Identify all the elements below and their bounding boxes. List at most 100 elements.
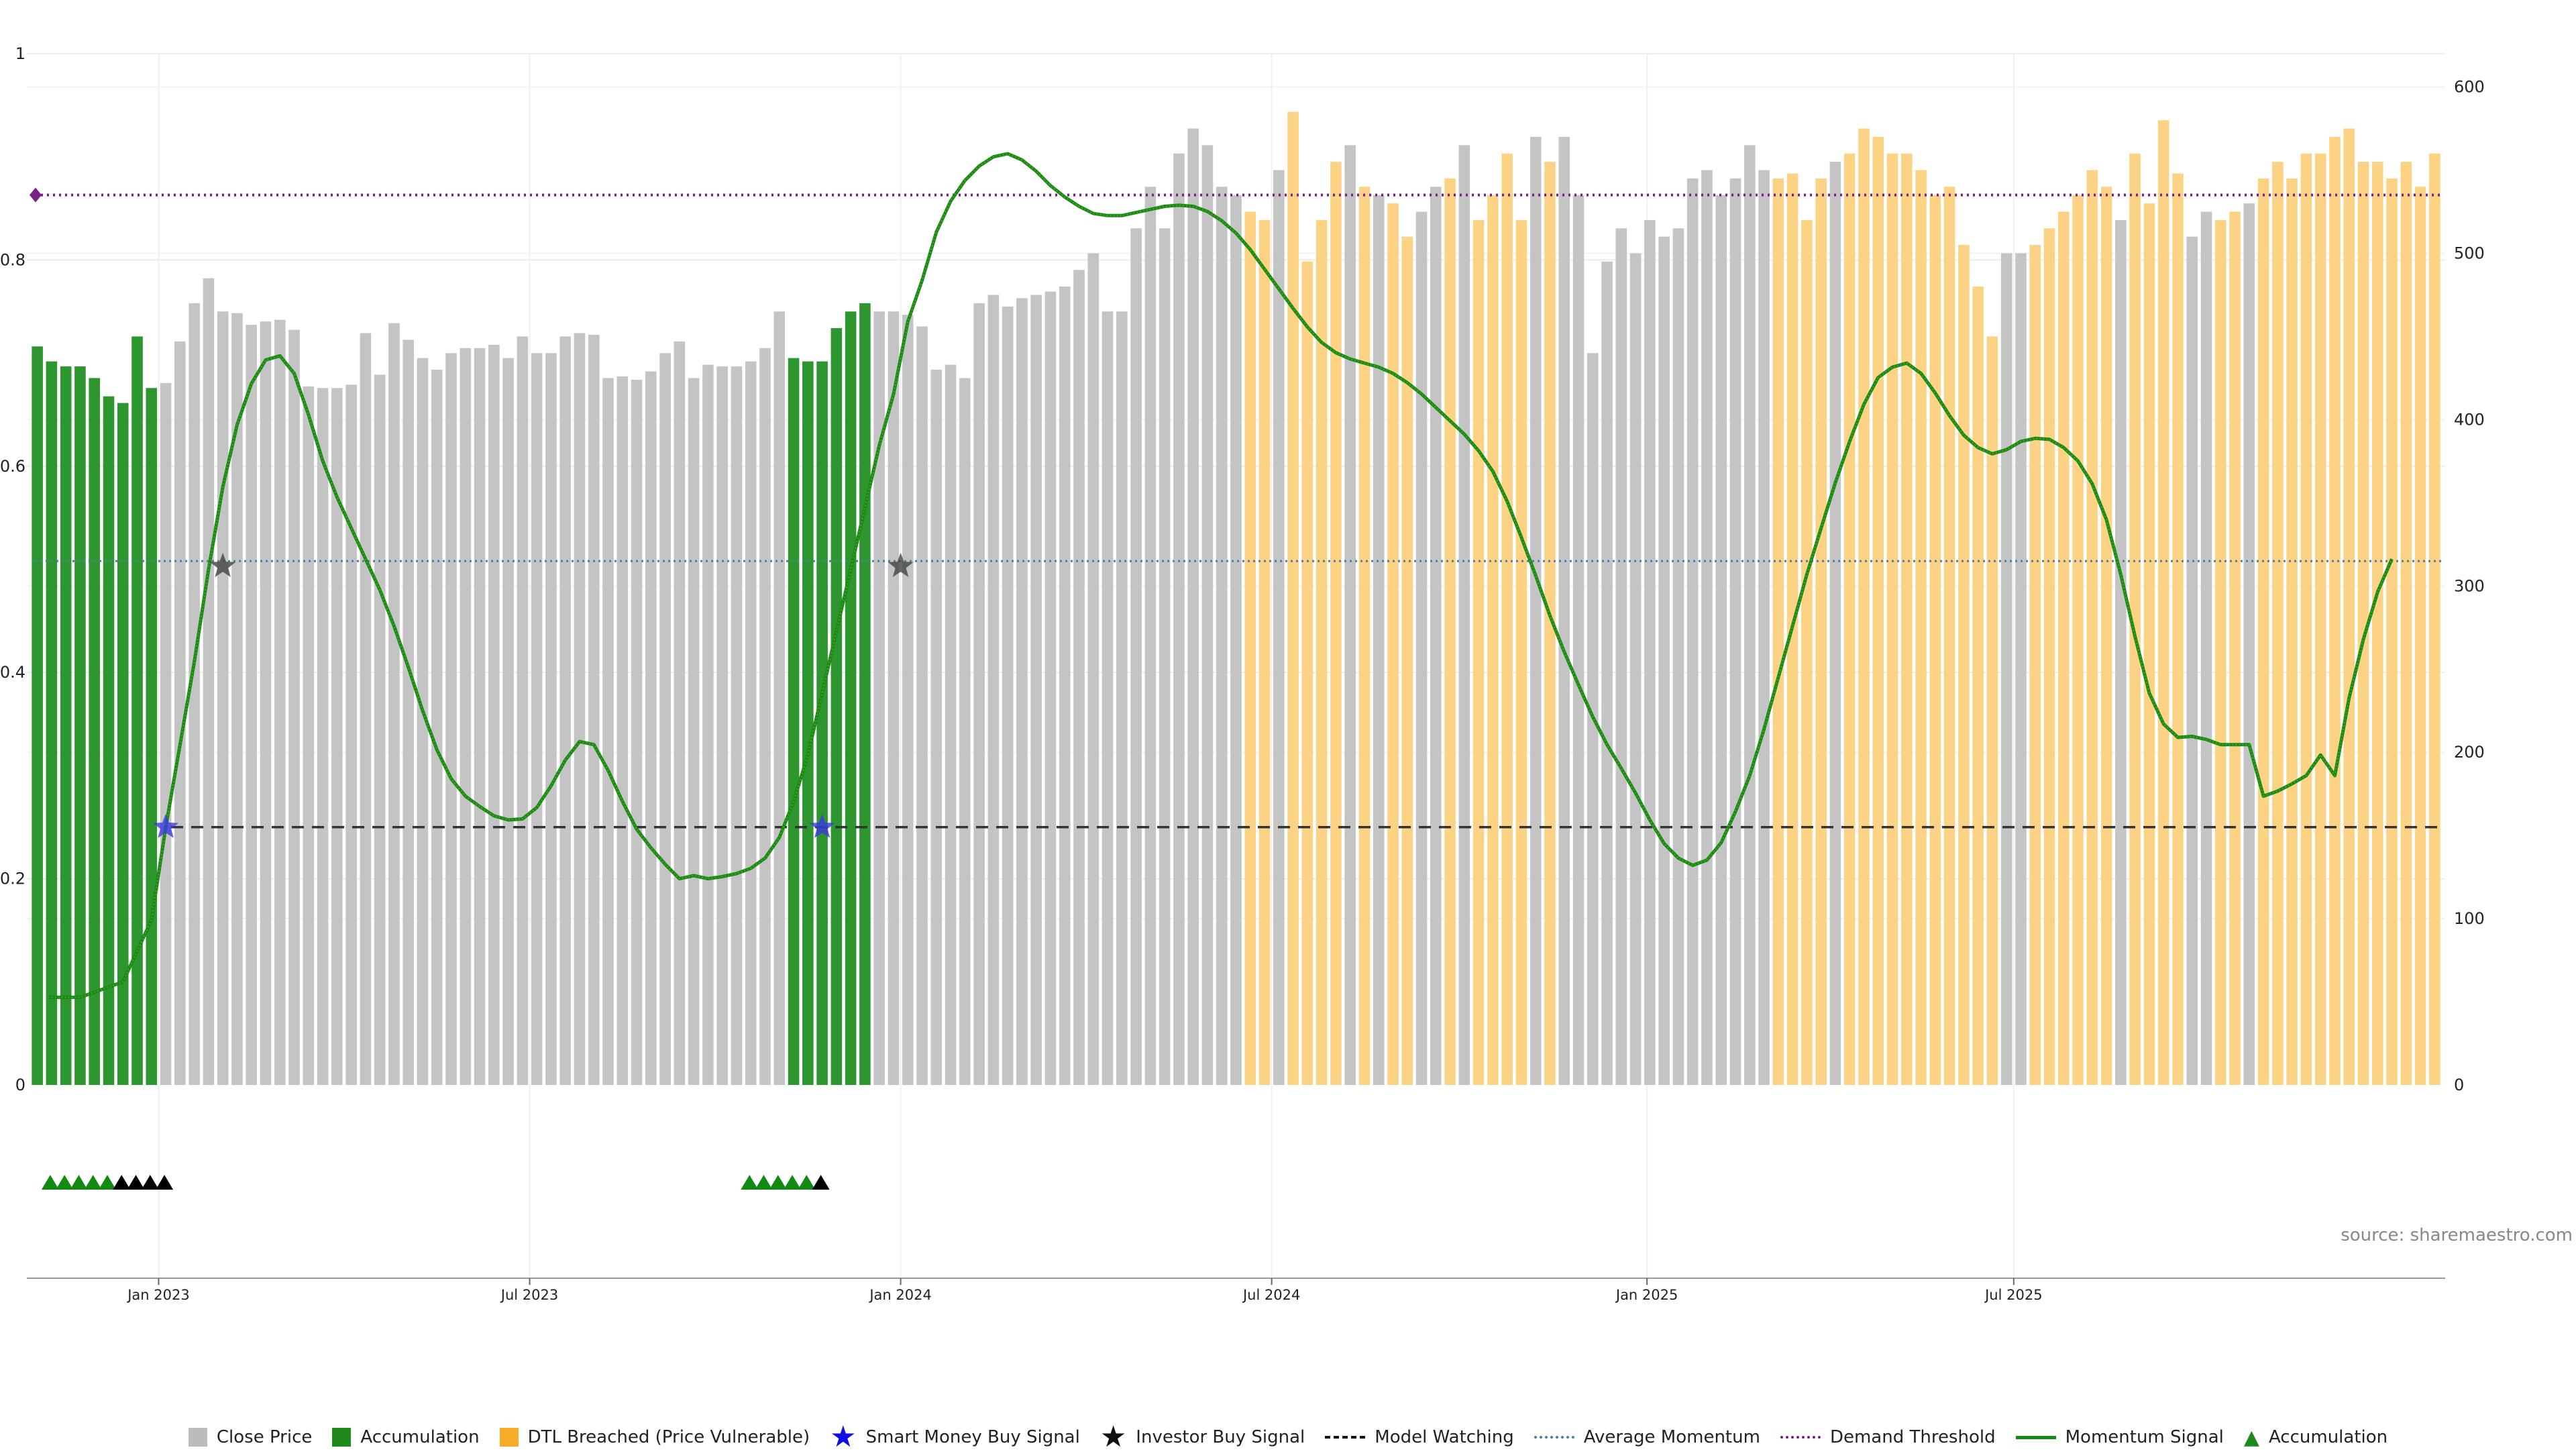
bar-dtl bbox=[1358, 187, 1371, 1086]
bar-close bbox=[531, 353, 543, 1085]
bar-acc bbox=[46, 361, 58, 1085]
bar-close bbox=[288, 329, 300, 1086]
bar-dtl bbox=[1287, 111, 1299, 1086]
bar-close bbox=[502, 358, 514, 1086]
bar-dtl bbox=[1972, 287, 1984, 1086]
bar-close bbox=[360, 333, 372, 1085]
left-tick-label: 1 bbox=[15, 44, 25, 63]
right-tick-label: 600 bbox=[2454, 78, 2485, 97]
bar-dtl bbox=[2172, 173, 2184, 1085]
bar-close bbox=[517, 336, 529, 1085]
bar-close bbox=[189, 303, 200, 1085]
bar-close bbox=[1658, 236, 1670, 1085]
bar-acc bbox=[117, 403, 129, 1085]
bar-dtl bbox=[2371, 162, 2383, 1086]
bar-close bbox=[331, 388, 343, 1086]
bar-dtl bbox=[2029, 245, 2041, 1085]
bar-acc bbox=[131, 336, 143, 1085]
bar-close bbox=[488, 344, 500, 1086]
bar-acc bbox=[830, 328, 843, 1086]
bar-close bbox=[246, 325, 258, 1085]
legend-line-swatch bbox=[1780, 1436, 1821, 1439]
bar-close bbox=[1572, 195, 1585, 1085]
triangle-icon: ▲ bbox=[2243, 1425, 2259, 1449]
bar-close bbox=[902, 315, 914, 1086]
bar-close bbox=[1130, 228, 1142, 1086]
legend-item: Momentum Signal bbox=[2015, 1427, 2224, 1447]
bar-acc bbox=[788, 358, 800, 1086]
legend-label: Smart Money Buy Signal bbox=[865, 1427, 1080, 1447]
momentum-signal-overlay bbox=[48, 152, 2393, 998]
bar-acc bbox=[845, 311, 857, 1085]
bar-close bbox=[174, 341, 186, 1086]
accumulation-marker bbox=[41, 1175, 59, 1190]
bar-close bbox=[1744, 145, 1756, 1085]
bar-dtl bbox=[1487, 195, 1499, 1085]
accumulation-marker bbox=[56, 1175, 74, 1190]
bar-close bbox=[2000, 253, 2012, 1085]
bar-close bbox=[873, 311, 885, 1085]
smart-money-buy-star bbox=[153, 813, 179, 838]
bar-close bbox=[1344, 145, 1356, 1085]
bar-acc bbox=[89, 378, 101, 1085]
accumulation-marker-black bbox=[141, 1175, 159, 1190]
legend-item: Model Watching bbox=[1325, 1427, 1514, 1447]
legend-label: Accumulation bbox=[360, 1427, 480, 1447]
bar-close bbox=[1230, 195, 1242, 1085]
legend-item: ★ Smart Money Buy Signal bbox=[830, 1422, 1080, 1452]
legend-label: DTL Breached (Price Vulnerable) bbox=[527, 1427, 810, 1447]
bar-close bbox=[2115, 219, 2127, 1086]
bar-dtl bbox=[2129, 153, 2141, 1085]
bar-close bbox=[1044, 291, 1057, 1086]
bar-close bbox=[1629, 253, 1642, 1085]
bar-dtl bbox=[1501, 153, 1513, 1085]
bar-dtl bbox=[1258, 219, 1271, 1086]
bar-acc bbox=[32, 346, 43, 1085]
bar-close bbox=[402, 340, 415, 1085]
bar-dtl bbox=[1772, 178, 1784, 1085]
bar-dtl bbox=[1444, 178, 1456, 1085]
bar-close bbox=[631, 379, 643, 1085]
legend-item: DTL Breached (Price Vulnerable) bbox=[499, 1427, 810, 1447]
legend-item: Accumulation bbox=[332, 1427, 480, 1447]
bar-close bbox=[1729, 178, 1741, 1085]
legend-label: Accumulation bbox=[2268, 1427, 2388, 1447]
bar-close bbox=[417, 358, 429, 1086]
bar-dtl bbox=[2300, 153, 2312, 1085]
bar-dtl bbox=[1244, 211, 1256, 1085]
bar-close bbox=[388, 323, 400, 1085]
bar-dtl bbox=[1872, 136, 1884, 1085]
bar-dtl bbox=[2272, 162, 2284, 1086]
bar-acc bbox=[802, 361, 814, 1085]
bar-close bbox=[231, 313, 243, 1086]
bar-dtl bbox=[2400, 162, 2412, 1086]
bar-close bbox=[1144, 187, 1157, 1086]
bar-close bbox=[674, 341, 686, 1086]
bar-dtl bbox=[2157, 120, 2169, 1086]
bar-close bbox=[916, 326, 928, 1085]
bar-close bbox=[1002, 306, 1014, 1086]
demand-threshold-marker bbox=[30, 187, 42, 203]
bar-acc bbox=[60, 366, 72, 1085]
bar-dtl bbox=[2329, 136, 2341, 1085]
bar-dtl bbox=[1815, 178, 1827, 1085]
bar-acc bbox=[146, 388, 158, 1086]
bar-close bbox=[1758, 170, 1770, 1086]
legend-line-swatch bbox=[1534, 1436, 1574, 1439]
bar-close bbox=[1073, 270, 1085, 1086]
bar-acc bbox=[103, 396, 115, 1085]
legend: Close Price Accumulation DTL Breached (Pri… bbox=[0, 1421, 2576, 1453]
bar-dtl bbox=[1915, 170, 1927, 1086]
x-tick-label: Jul 2025 bbox=[1984, 1287, 2042, 1303]
x-tick-label: Jan 2025 bbox=[1615, 1287, 1678, 1303]
legend-label: Close Price bbox=[216, 1427, 313, 1447]
legend-label: Investor Buy Signal bbox=[1136, 1427, 1305, 1447]
bar-acc bbox=[74, 366, 86, 1085]
bar-close bbox=[1701, 170, 1713, 1086]
bar-close bbox=[602, 378, 614, 1085]
bar-close bbox=[1016, 298, 1028, 1086]
bar-close bbox=[930, 370, 943, 1085]
star-icon: ★ bbox=[1099, 1420, 1127, 1454]
bar-dtl bbox=[2343, 128, 2355, 1086]
bar-close bbox=[987, 295, 1000, 1085]
